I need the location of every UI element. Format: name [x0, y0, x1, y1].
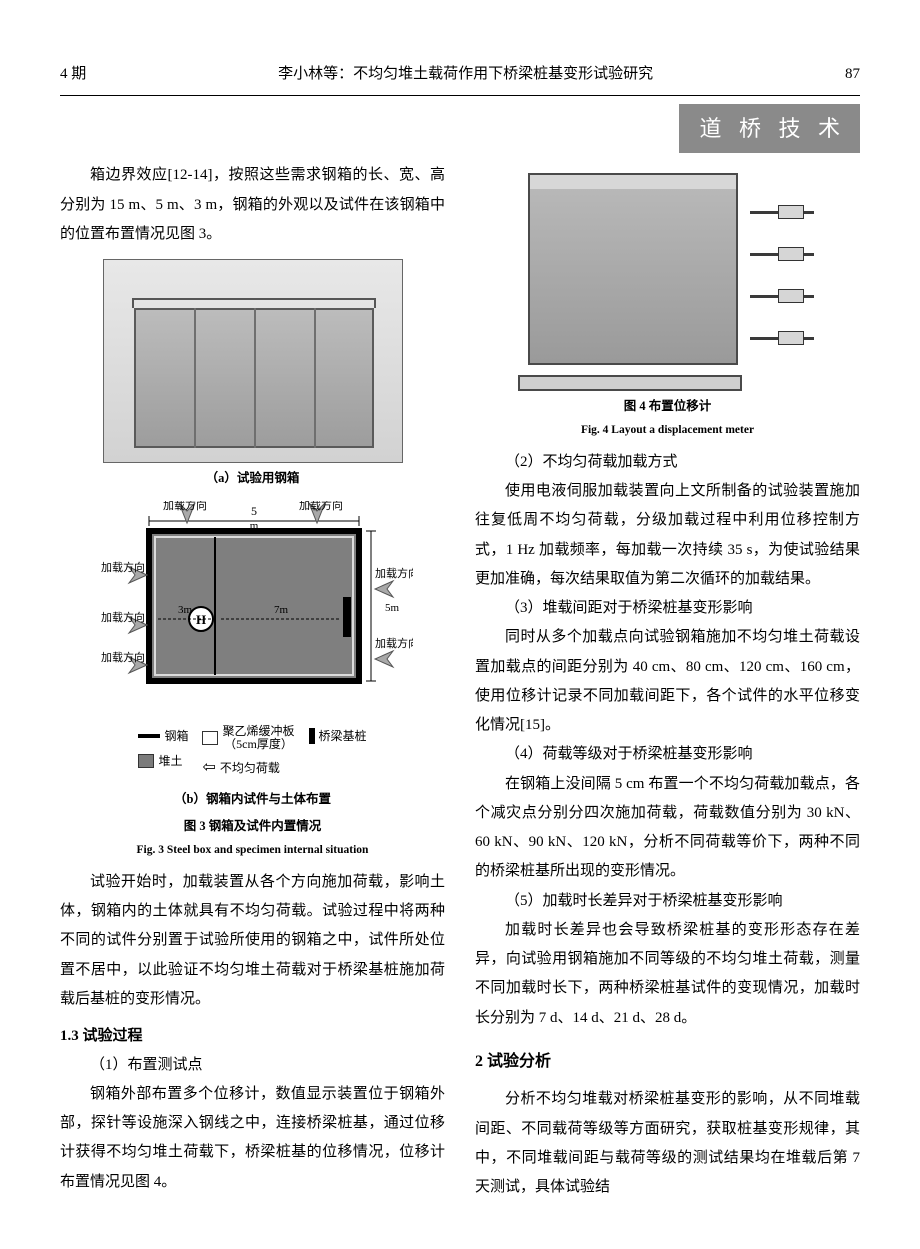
figure-3b-subcaption: （b）钢箱内试件与土体布置: [60, 788, 445, 812]
figure-3a-subcaption: （a）试验用钢箱: [60, 467, 445, 491]
para-analysis: 分析不均匀堆载对桥梁桩基变形的影响，从不同堆载间距、不同载荷等级等方面研究，获取…: [475, 1085, 860, 1202]
svg-text:加载方向: 加载方向: [101, 610, 145, 624]
para-load-level: 在钢箱上没间隔 5 cm 布置一个不均匀荷载加载点，各个减灾点分别分四次施加荷载…: [475, 770, 860, 887]
item-4: （4）荷载等级对于桥梁桩基变形影响: [475, 740, 860, 769]
para-duration: 加载时长差异也会导致桥梁桩基的变形形态存在差异，向试验用钢箱施加不同等级的不均匀…: [475, 916, 860, 1033]
svg-text:加载方向: 加载方向: [299, 501, 343, 512]
para-test-start: 试验开始时，加载装置从各个方向施加荷载，影响土体，钢箱内的土体就具有不均匀荷载。…: [60, 868, 445, 1014]
running-title: 李小林等：不均匀堆土载荷作用下桥梁桩基变形试验研究: [86, 60, 845, 89]
item-2: （2）不均匀荷载加载方式: [475, 448, 860, 477]
item-3: （3）堆载间距对于桥梁桩基变形影响: [475, 594, 860, 623]
svg-text:加载方向: 加载方向: [101, 560, 145, 574]
svg-text:加载方向: 加载方向: [375, 566, 413, 580]
svg-text:3m: 3m: [177, 604, 192, 616]
heading-2: 2 试验分析: [475, 1047, 860, 1077]
svg-text:加载方向: 加载方向: [163, 501, 207, 512]
item-5: （5）加载时长差异对于桥梁桩基变形影响: [475, 887, 860, 916]
page-number: 87: [845, 60, 860, 89]
svg-text:m: m: [249, 520, 258, 532]
figure-3-caption-cn: 图 3 钢箱及试件内置情况: [60, 815, 445, 839]
figure-3a: （a）试验用钢箱: [60, 259, 445, 491]
heading-1-3: 1.3 试验过程: [60, 1022, 445, 1051]
para-loading-method: 使用电液伺服加载装置向上文所制备的试验装置施加往复低周不均匀荷载，分级加载过程中…: [475, 477, 860, 594]
para-spacing: 同时从多个加载点向试验钢箱施加不均匀堆土荷载设置加载点的间距分别为 40 cm、…: [475, 623, 860, 740]
svg-text:7m: 7m: [273, 604, 288, 616]
svg-text:5: 5: [251, 504, 257, 518]
svg-text:加载方向: 加载方向: [101, 650, 145, 664]
figure-3-caption-en: Fig. 3 Steel box and specimen internal s…: [60, 840, 445, 862]
figure-4-caption-en: Fig. 4 Layout a displacement meter: [475, 420, 860, 442]
svg-text:5m: 5m: [385, 602, 400, 614]
section-tag-label: 道 桥 技 术: [679, 104, 860, 154]
figure-3b-legend: 钢箱 堆土 聚乙烯缓冲板（5cm厚度） ⇦不均匀荷载 桥梁基桩: [93, 725, 413, 784]
figure-4: 图 4 布置位移计 Fig. 4 Layout a displacement m…: [475, 161, 860, 442]
svg-text:加载方向: 加载方向: [375, 636, 413, 650]
figure-3b-diagram: H 5 m 3m 7m: [93, 501, 413, 784]
item-1: （1）布置测试点: [60, 1051, 445, 1080]
body-columns: 箱边界效应[12-14]，按照这些需求钢箱的长、宽、高分别为 15 m、5 m、…: [60, 161, 860, 1204]
section-tag: 道 桥 技 术: [679, 104, 860, 154]
figure-4-image: [518, 161, 818, 391]
figure-3b: H 5 m 3m 7m: [60, 501, 445, 862]
running-head: 4 期 李小林等：不均匀堆土载荷作用下桥梁桩基变形试验研究 87: [60, 60, 860, 96]
para-box-effect: 箱边界效应[12-14]，按照这些需求钢箱的长、宽、高分别为 15 m、5 m、…: [60, 161, 445, 249]
para-sensors: 钢箱外部布置多个位移计，数值显示装置位于钢箱外部，探针等设施深入钢线之中，连接桥…: [60, 1080, 445, 1197]
issue-label: 4 期: [60, 60, 86, 89]
figure-4-caption-cn: 图 4 布置位移计: [475, 395, 860, 419]
figure-3a-image: [103, 259, 403, 463]
